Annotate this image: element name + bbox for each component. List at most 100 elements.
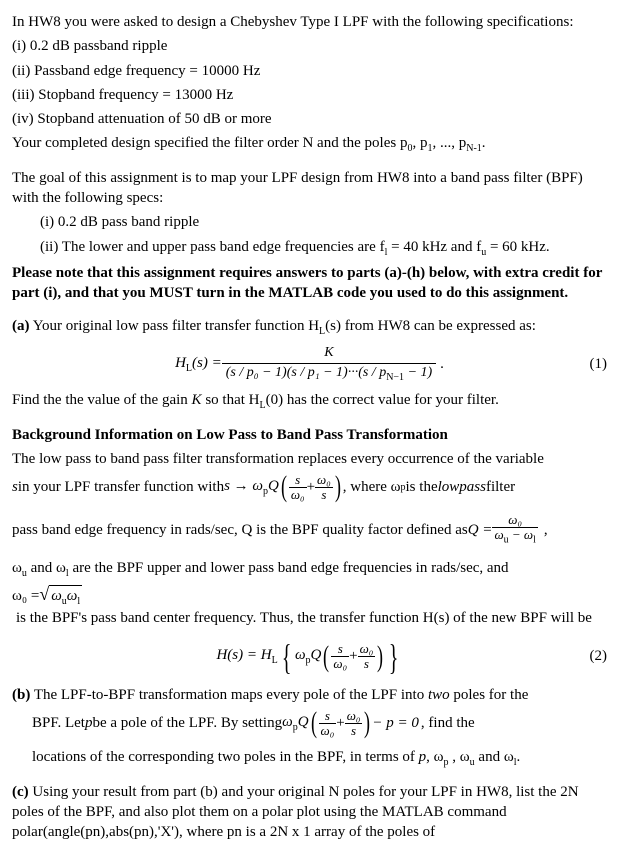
sub: l xyxy=(533,535,536,546)
t: ω xyxy=(494,527,503,542)
den: ω₀ xyxy=(289,488,307,502)
den: ω₀ xyxy=(331,657,349,671)
intro-spec3: (iii) Stopband frequency = 13000 Hz xyxy=(12,85,607,105)
italic: two xyxy=(428,687,450,703)
eq2-arg: ωpQ xyxy=(295,645,321,668)
text: Your completed design specified the filt… xyxy=(12,135,407,151)
part-a-tail: Find the the value of the gain K so that… xyxy=(12,390,607,413)
goal-spec2: (ii) The lower and upper pass band edge … xyxy=(12,237,607,260)
eq2-lhs: H(s) = HL xyxy=(216,645,277,668)
text: so that H xyxy=(202,392,260,408)
sub: N-1 xyxy=(466,143,482,154)
t: , ω xyxy=(449,749,470,765)
frac1: s ω₀ xyxy=(319,709,337,737)
den: s xyxy=(315,488,333,502)
background-block: Background Information on Low Pass to Ba… xyxy=(12,425,607,671)
sub: l xyxy=(77,596,80,607)
radical-icon: √ xyxy=(39,585,49,603)
part-b: (b) The LPF-to-BPF transformation maps e… xyxy=(12,685,607,770)
den: ωu − ωl xyxy=(492,528,537,546)
t: H(s) = H xyxy=(216,647,271,663)
t: The LPF-to-BPF transformation maps every… xyxy=(30,687,428,703)
eq1-lhs: HL(s) = xyxy=(175,353,222,376)
plus: + xyxy=(349,646,357,666)
qeq: Q = xyxy=(468,520,493,540)
part-c-text: (c) Using your result from part (b) and … xyxy=(12,782,607,843)
t: Q xyxy=(311,647,322,663)
t: is the BPF's pass band center frequency.… xyxy=(16,608,592,628)
intro-spec1: (i) 0.2 dB passband ripple xyxy=(12,36,607,56)
t: and ω xyxy=(27,560,66,576)
text: filter xyxy=(486,477,515,497)
sub: L xyxy=(272,655,278,666)
part-a: (a) Your original low pass filter transf… xyxy=(12,316,607,413)
num: s xyxy=(331,642,349,657)
label: (c) xyxy=(12,784,29,800)
t: Q xyxy=(298,714,309,730)
goal-p1: The goal of this assignment is to map yo… xyxy=(12,168,607,209)
intro-spec2: (ii) Passband edge frequency = 10000 Hz xyxy=(12,61,607,81)
goal-block: The goal of this assignment is to map yo… xyxy=(12,168,607,304)
equation-1: HL(s) = K (s / p₀ − 1)(s / p₁ − 1)···(s … xyxy=(12,344,607,384)
num: s xyxy=(319,709,337,724)
sub: N−1 xyxy=(386,372,404,383)
text: = 60 kHz. xyxy=(486,239,549,255)
t: ω xyxy=(282,714,293,730)
var: p xyxy=(85,713,93,733)
t: Using your result from part (b) and your… xyxy=(12,784,579,841)
text: Q xyxy=(268,478,279,494)
text: pass band edge frequency in rads/sec, Q … xyxy=(12,520,468,540)
label: (b) xyxy=(12,687,30,703)
t: − p = 0 xyxy=(372,713,419,733)
bg-p1: The low pass to band pass filter transfo… xyxy=(12,449,607,469)
denominator: (s / p₀ − 1)(s / p₁ − 1)···(s / pN−1 − 1… xyxy=(222,364,436,384)
t: ω xyxy=(12,560,22,576)
t: locations of the corresponding two poles… xyxy=(32,749,419,765)
radicand: ωuωl xyxy=(49,585,82,609)
bg-p3: ωu and ωl are the BPF upper and lower pa… xyxy=(12,558,607,581)
bg-mapping: s in your LPF transfer function with s →… xyxy=(12,473,515,501)
text: . xyxy=(482,135,486,151)
part-b-line3: locations of the corresponding two poles… xyxy=(12,747,607,770)
text: (s) from HW8 can be expressed as: xyxy=(325,318,536,334)
t: , ω xyxy=(426,749,443,765)
frac1: s ω₀ xyxy=(289,473,307,501)
numerator: K xyxy=(324,345,333,360)
num: ω₀ xyxy=(358,642,376,657)
t: be a pole of the LPF. By setting xyxy=(92,713,282,733)
intro-block: In HW8 you were asked to design a Chebys… xyxy=(12,12,607,156)
label: (a) xyxy=(12,318,30,334)
text: − 1) xyxy=(404,365,432,380)
t: ω xyxy=(51,588,62,604)
intro-line2: Your completed design specified the filt… xyxy=(12,133,607,156)
text: Your original low pass filter transfer f… xyxy=(30,318,320,334)
text: Find the the value of the gain xyxy=(12,392,192,408)
bg-qdef: pass band edge frequency in rads/sec, Q … xyxy=(12,513,548,546)
text: (s) = xyxy=(192,355,222,371)
t: − ω xyxy=(509,527,533,542)
t: poles for the xyxy=(450,687,529,703)
q-frac: ω₀ ωu − ωl xyxy=(492,513,537,546)
eq2-frac1: s ω₀ xyxy=(331,642,349,670)
comma: , xyxy=(544,520,548,540)
t: . xyxy=(516,749,520,765)
eq-number: (1) xyxy=(590,354,608,374)
plus: + xyxy=(336,713,344,733)
text: is the xyxy=(406,477,438,497)
t: are the BPF upper and lower pass band ed… xyxy=(69,560,509,576)
map-expr: s → ωpQ xyxy=(224,476,279,499)
frac2: ω₀ s xyxy=(345,709,363,737)
text: , ..., p xyxy=(432,135,466,151)
text: , where ω xyxy=(343,477,401,497)
equation-2: H(s) = HL { ωpQ ( s ω₀ + ω₀ s ) } (2) xyxy=(12,642,607,670)
map-expr: ωpQ xyxy=(282,712,308,735)
text: = 40 kHz and f xyxy=(387,239,481,255)
text: (0) has the correct value for your filte… xyxy=(266,392,499,408)
part-b-line2: BPF. Let p be a pole of the LPF. By sett… xyxy=(12,709,475,737)
eq-number: (2) xyxy=(590,646,608,666)
num: ω₀ xyxy=(345,709,363,724)
text: (ii) The lower and upper pass band edge … xyxy=(40,239,385,255)
text: , p xyxy=(412,135,427,151)
sqrt-expr: √ ωuωl xyxy=(39,585,82,609)
goal-bold: Please note that this assignment require… xyxy=(12,263,607,304)
